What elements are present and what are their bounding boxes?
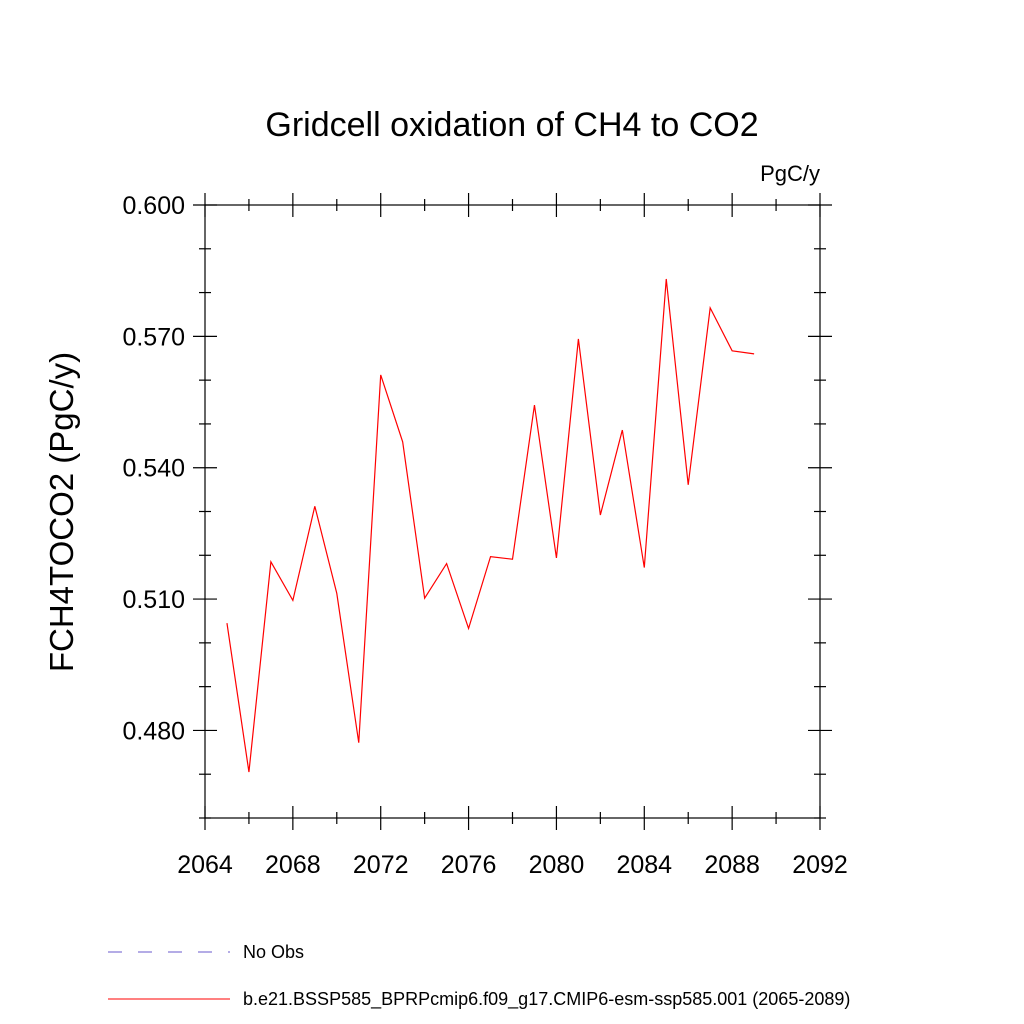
axes: 2064 2068 2072 2076 2080 2084 2088 2092 0.480 0.5… [122,192,847,879]
legend-label: b.e21.BSSP585_BPRPcmip6.f09_g17.CMIP6-es… [243,989,850,1010]
plot-frame [204,204,821,819]
x-tick-label: 2072 [353,851,409,879]
chart-units-label: PgC/y [760,161,820,186]
x-tick-label: 2080 [529,851,585,879]
y-tick-label: 0.540 [122,455,185,483]
y-tick-label: 0.600 [122,192,185,220]
y-tick-label: 0.570 [122,323,185,351]
x-tick-label: 2068 [265,851,321,879]
x-tick-label: 2088 [704,851,760,879]
series-group [226,278,755,773]
x-tick-label: 2092 [792,851,848,879]
legend-label: No Obs [243,942,304,962]
series-line [226,278,755,773]
y-tick-label: 0.510 [122,586,185,614]
chart-title: Gridcell oxidation of CH4 to CO2 [265,106,758,144]
x-tick-label: 2084 [616,851,672,879]
y-axis-label: FCH4TOCO2 (PgC/y) [43,352,80,672]
x-tick-label: 2076 [441,851,497,879]
legend: No Obs b.e21.BSSP585_BPRPcmip6.f09_g17.CM… [108,942,850,1010]
x-tick-label: 2064 [177,851,233,879]
y-tick-label: 0.480 [122,717,185,745]
